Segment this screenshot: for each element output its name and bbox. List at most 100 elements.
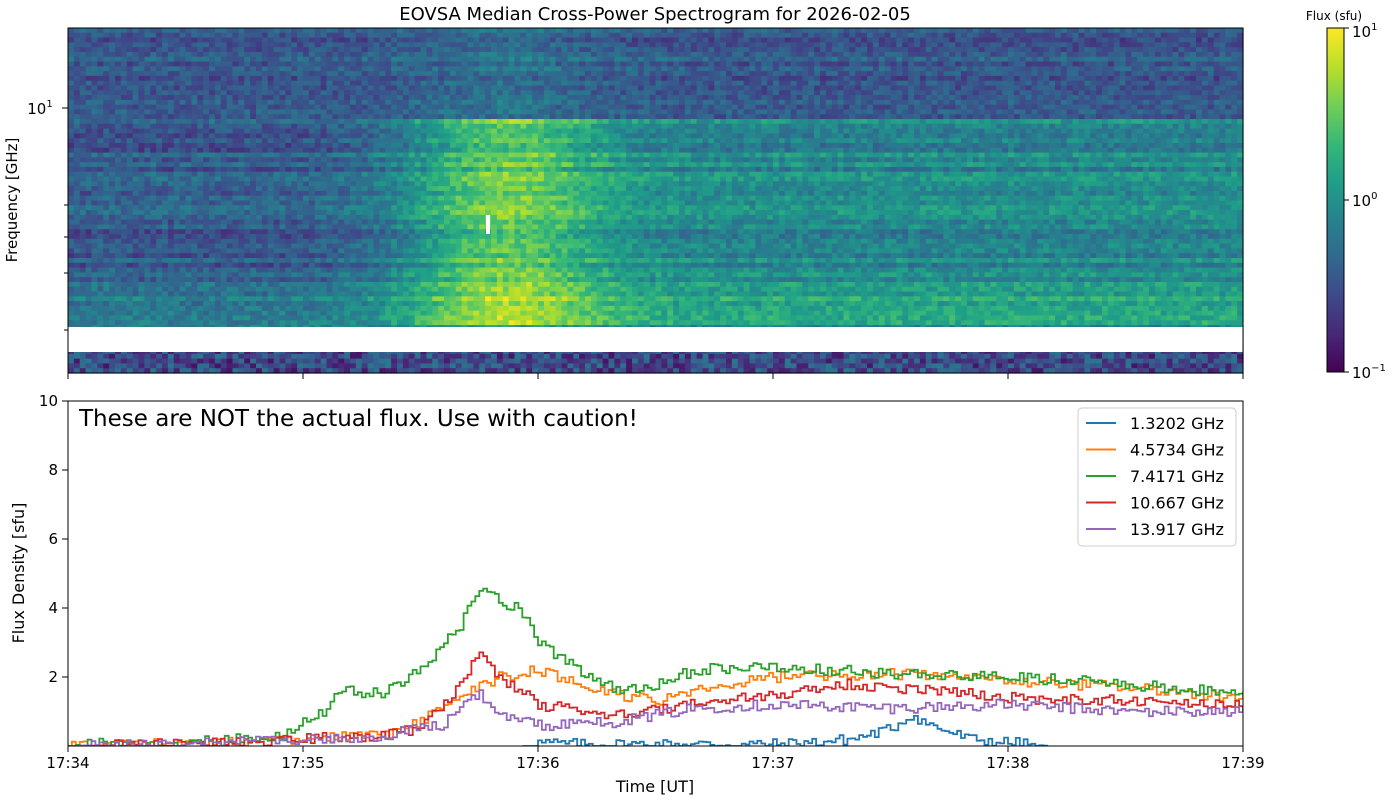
spectrogram-cell [567,37,574,43]
spectrogram-cell [966,42,974,48]
spectrogram-cell [1237,95,1244,101]
spectrogram-cell [1096,128,1103,135]
spectrogram-cell [567,66,574,72]
spectrogram-cell [543,66,551,72]
spectrogram-cell [120,123,128,130]
spectrogram-cell [890,128,897,135]
spectrogram-cell [120,138,128,144]
spectrogram-cell [432,119,439,125]
spectrogram-cell [203,109,210,115]
spectrogram-cell [526,104,533,111]
spectrogram-cell [726,114,733,120]
spectrogram-cell [720,28,727,34]
spectrogram-cell [191,28,198,34]
spectrogram-cell [238,128,245,135]
spectrogram-cell [679,66,686,72]
spectrogram-cell [1008,133,1015,139]
spectrogram-cell [708,56,715,63]
spectrogram-cell [661,133,668,139]
spectrogram-cell [355,90,363,96]
spectrogram-cell [496,28,504,34]
spectrogram-cell [291,90,298,96]
spectrogram-cell [256,80,263,87]
spectrogram-cell [720,80,727,87]
spectrogram-cell [1002,75,1009,82]
spectrogram-cell [461,119,469,125]
spectrogram-cell [73,109,81,115]
spectrogram-cell [1231,133,1238,139]
spectrogram-cell [273,95,281,101]
spectrogram-cell [1131,104,1138,111]
spectrogram-cell [209,71,216,77]
spectrogram-cell [1019,123,1027,130]
spectrogram-cell [632,80,639,87]
spectrogram-cell [332,32,339,39]
spectrogram-cell [103,85,110,91]
spectrogram-cell [573,85,580,91]
spectrogram-cell [449,90,457,96]
spectrogram-cell [761,109,768,115]
spectrogram-cell [1125,61,1132,67]
spectrogram-cell [279,133,286,139]
spectrogram-cell [238,138,245,144]
spectrogram-cell [679,114,686,120]
spectrogram-cell [702,61,709,67]
spectrogram-cell [825,47,833,53]
spectrogram-cell [872,61,880,67]
spectrogram-cell [1078,119,1085,125]
spectrogram-cell [1002,104,1009,111]
spectrogram-cell [109,32,116,39]
spectrogram-cell [602,80,610,87]
spectrogram-cell [538,138,545,144]
spectrogram-cell [990,47,997,53]
spectrogram-cell [837,123,845,130]
spectrogram-cell [773,28,780,34]
spectrogram-cell [1025,85,1033,91]
spectrogram-cell [261,56,269,63]
spectrogram-cell [984,123,991,130]
spectrogram-cell [684,119,692,125]
spectrogram-cell [896,75,903,82]
spectrogram-cell [1143,61,1150,67]
spectrogram-cell [731,71,739,77]
spectrogram-cell [79,104,87,111]
spectrogram-cell [837,28,845,34]
spectrogram-cell [984,71,991,77]
spectrogram-cell [1178,90,1185,96]
spectrogram-cell [831,133,839,139]
spectrogram-cell [1060,37,1068,43]
spectrogram-cell [849,128,856,135]
spectrogram-cell [1090,90,1097,96]
spectrogram-cell [355,42,363,48]
spectrogram-cell [908,114,915,120]
spectrogram-cell [778,42,786,48]
spectrogram-cell [667,114,674,120]
spectrogram-cell [878,123,886,130]
spectrogram-cell [1178,32,1185,39]
spectrogram-cell [179,71,187,77]
spectrogram-cell [485,42,492,48]
spectrogram-cell [861,109,868,115]
spectrogram-cell [209,90,216,96]
spectrogram-cell [1090,123,1097,130]
spectrogram-cell [1190,90,1197,96]
spectrogram-cell [361,123,369,130]
spectrogram-cell [156,109,163,115]
spectrogram-cell [314,138,322,144]
spectrogram-cell [590,85,598,91]
spectrogram-cell [338,56,345,63]
spectrogram-cell [543,32,551,39]
spectrogram-cell [444,75,451,82]
spectrogram-cell [720,71,727,77]
spectrogram-cell [1072,85,1080,91]
spectrogram-cell [808,28,815,34]
spectrogram-cell [943,114,950,120]
spectrogram-cell [320,85,328,91]
spectrogram-cell [197,42,204,48]
spectrogram-cell [279,28,286,34]
spectrogram-cell [109,123,116,130]
spectrogram-cell [432,47,439,53]
spectrogram-cell [126,42,134,48]
spectrogram-cell [279,119,286,125]
